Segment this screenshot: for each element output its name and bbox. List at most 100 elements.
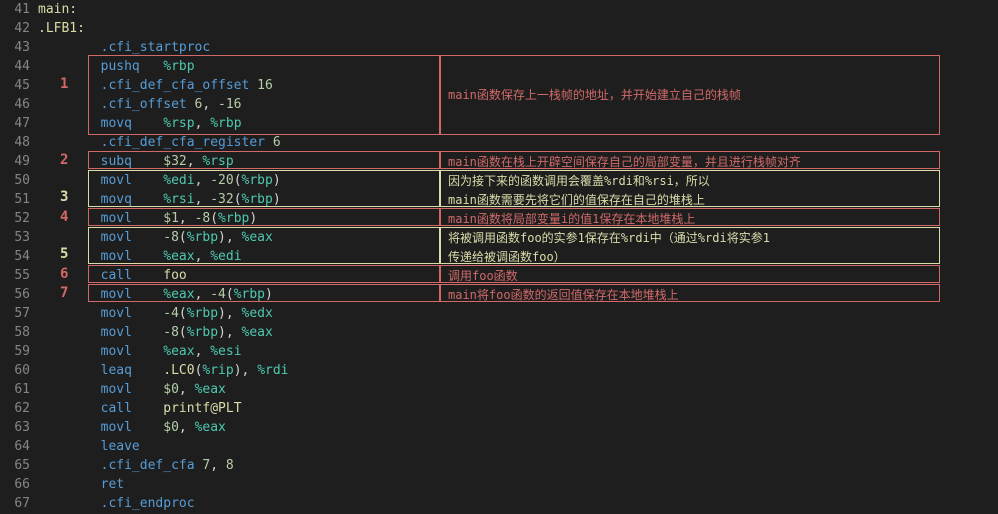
code-token: main:	[38, 2, 77, 17]
line-number: 48	[0, 133, 30, 152]
code-token	[132, 382, 163, 397]
step-marker: 1	[60, 75, 68, 94]
line-number: 49	[0, 152, 30, 171]
code-token: -8	[195, 211, 211, 226]
code-token: .cfi_startproc	[101, 40, 211, 55]
code-token: foo	[163, 268, 186, 283]
code-token: %rip	[202, 363, 233, 378]
code-token	[132, 363, 163, 378]
code-token: 16	[257, 78, 273, 93]
code-token: ),	[234, 363, 257, 378]
annotation-text: 将被调用函数foo的实参1保存在%rdi中（通过%rdi将实参1	[448, 229, 770, 248]
code-token: (	[179, 306, 187, 321]
code-token: %rbp	[242, 192, 273, 207]
code-token: movl	[101, 173, 132, 188]
line-number: 61	[0, 380, 30, 399]
code-token: ,	[202, 97, 218, 112]
code-token: .cfi_def_cfa	[101, 458, 195, 473]
code-token: ,	[187, 154, 203, 169]
code-token: %eax	[242, 325, 273, 340]
annotation-text: main函数在栈上开辟空间保存自己的局部变量，并且进行栈帧对齐	[448, 153, 801, 172]
line-number: 42	[0, 19, 30, 38]
code-line: 55 call foo	[38, 266, 998, 285]
line-number: 57	[0, 304, 30, 323]
code-token	[132, 420, 163, 435]
code-token: (	[179, 230, 187, 245]
step-marker: 4	[60, 208, 68, 227]
line-number: 62	[0, 399, 30, 418]
annotation-text: 传递给被调函数foo）	[448, 248, 566, 267]
annotation-text: main函数保存上一栈帧的地址，并开始建立自己的栈帧	[448, 86, 741, 105]
annotation-text: main函数需要先将它们的值保存在自己的堆栈上	[448, 191, 705, 210]
line-number: 58	[0, 323, 30, 342]
code-line: 62 call printf@PLT	[38, 399, 998, 418]
code-token	[38, 173, 101, 188]
code-token: $32	[163, 154, 186, 169]
line-number: 59	[0, 342, 30, 361]
code-token: .LFB1:	[38, 21, 85, 36]
code-line: 59 movl %eax, %esi	[38, 342, 998, 361]
code-line: 65 .cfi_def_cfa 7, 8	[38, 456, 998, 475]
line-number: 43	[0, 38, 30, 57]
code-token: $1	[163, 211, 179, 226]
code-token: .cfi_def_cfa_register	[101, 135, 265, 150]
code-token	[38, 325, 101, 340]
code-token: %rbp	[187, 306, 218, 321]
line-number: 41	[0, 0, 30, 19]
code-line: 43 .cfi_startproc	[38, 38, 998, 57]
code-token	[38, 268, 101, 283]
code-token: )	[265, 287, 273, 302]
code-token: movl	[101, 249, 132, 264]
code-token	[132, 211, 163, 226]
code-token	[38, 230, 101, 245]
line-number: 64	[0, 437, 30, 456]
code-line: 44 pushq %rbp	[38, 57, 998, 76]
code-token: 8	[226, 458, 234, 473]
code-token: ),	[218, 306, 241, 321]
code-token	[265, 135, 273, 150]
code-token: ret	[101, 477, 124, 492]
code-token	[132, 401, 163, 416]
code-token	[132, 116, 163, 131]
line-number: 67	[0, 494, 30, 513]
code-token	[132, 192, 163, 207]
line-number: 65	[0, 456, 30, 475]
annotation-text: main将foo函数的返回值保存在本地堆栈上	[448, 286, 679, 305]
code-token: -32	[210, 192, 233, 207]
code-token	[140, 59, 163, 74]
line-number: 46	[0, 95, 30, 114]
code-token	[132, 230, 163, 245]
code-token: %rdi	[257, 363, 288, 378]
code-token: movl	[101, 420, 132, 435]
code-token: call	[101, 268, 132, 283]
code-token: ,	[179, 420, 195, 435]
code-token: movl	[101, 211, 132, 226]
code-token: -16	[218, 97, 241, 112]
code-line: 48 .cfi_def_cfa_register 6	[38, 133, 998, 152]
code-token: ,	[195, 344, 211, 359]
code-token	[249, 78, 257, 93]
code-token: ,	[195, 287, 211, 302]
code-token	[38, 439, 101, 454]
annotation-text: 调用foo函数	[448, 267, 518, 286]
line-number: 50	[0, 171, 30, 190]
code-token: movl	[101, 344, 132, 359]
code-token: %eax	[163, 249, 194, 264]
code-line: 41main:	[38, 0, 998, 19]
code-token: leaq	[101, 363, 132, 378]
code-token	[132, 154, 163, 169]
code-token	[132, 287, 163, 302]
code-token	[38, 306, 101, 321]
code-token: pushq	[101, 59, 140, 74]
code-token: movq	[101, 116, 132, 131]
code-line: 58 movl -8(%rbp), %eax	[38, 323, 998, 342]
code-token	[38, 344, 101, 359]
code-token	[38, 496, 101, 511]
code-token	[38, 287, 101, 302]
code-token: .cfi_offset	[101, 97, 187, 112]
code-line: 47 movq %rsp, %rbp	[38, 114, 998, 133]
code-token	[38, 59, 101, 74]
code-token	[38, 40, 101, 55]
code-token: )	[273, 173, 281, 188]
code-token: ,	[195, 173, 211, 188]
